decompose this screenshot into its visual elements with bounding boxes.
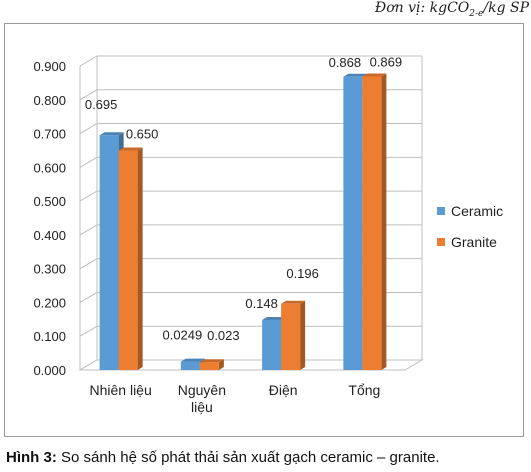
figure-caption: Hình 3: So sánh hệ số phát thải sản xuất… [6,449,440,466]
data-label: 0.148 [245,296,278,311]
y-tick-label: 0.500 [33,194,66,209]
legend-label: Granite [451,234,497,250]
bar [262,320,282,370]
gridline-depth [79,156,98,168]
gridline-depth [79,258,98,270]
gridline-depth [79,55,98,67]
data-label: 0.023 [207,328,240,343]
y-tick-label: 0.900 [33,59,66,74]
data-label: 0.695 [85,97,118,112]
bar [199,362,219,370]
data-label: 0.869 [370,54,403,69]
bar [343,76,363,370]
y-tick-label: 0.100 [33,329,66,344]
bar [180,361,200,370]
bar-top [118,147,143,151]
x-tick-label: Điện [269,382,298,398]
bar [362,76,382,371]
bar-side [300,300,306,370]
x-tick-label: Nguyên [178,382,226,398]
legend-swatch [437,207,445,215]
y-tick-label: 0.800 [33,93,66,108]
gridline-depth [79,224,98,236]
bar-top [262,317,287,321]
gridline-depth [79,325,98,337]
bar-side [381,73,387,371]
x-tick-label: liệu [191,399,213,415]
bar [281,303,301,370]
bar-top [199,359,224,363]
gridline-depth [79,292,98,303]
gridline-depth [79,123,98,134]
bar-side [137,147,143,370]
legend-swatch [437,238,445,246]
y-tick-label: 0.000 [33,363,66,378]
bar-top [180,358,205,362]
bar-chart: 0.000 0.100 0.200 0.300 0.400 0.500 0.600 0.700… [33,54,503,415]
bar-side [218,359,224,370]
y-tick-label: 0.400 [33,228,66,243]
x-tick-label: Tổng [348,382,380,398]
x-tick-label: Nhiên liệu [89,382,151,398]
legend-label: Ceramic [451,203,503,219]
gridline-depth [79,190,98,202]
data-label: 0.868 [329,55,362,70]
y-tick-label: 0.600 [33,160,66,175]
bar-top [343,73,368,77]
data-label: 0.196 [286,266,319,281]
data-label: 0.0249 [162,328,202,343]
data-label: 0.650 [126,126,159,141]
y-tick-label: 0.200 [33,295,66,310]
bar-top [99,132,124,136]
bar-top [362,73,387,77]
bar [118,150,138,370]
bar-top [281,300,306,304]
y-tick-label: 0.300 [33,262,66,277]
unit-label: Đơn vị: kgCO2-e/kg SP [374,0,529,19]
y-tick-label: 0.700 [33,127,66,142]
bar [99,135,119,370]
gridline-depth [79,89,98,101]
